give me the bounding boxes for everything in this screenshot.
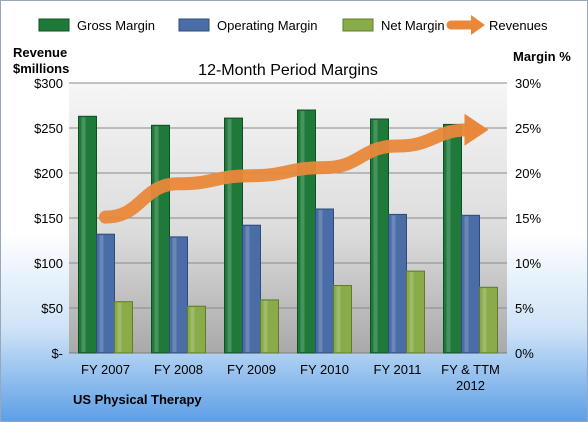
right-tick-label: 15% <box>515 211 541 226</box>
right-tick-label: 10% <box>515 256 541 271</box>
bar-highlight <box>391 215 396 352</box>
category-label: FY 2009 <box>227 362 276 377</box>
bar-highlight <box>464 216 469 352</box>
chart-subtitle: US Physical Therapy <box>73 392 202 407</box>
category-label: FY 2011 <box>374 362 422 377</box>
bar-highlight <box>263 300 268 352</box>
right-tick-label: 5% <box>515 301 534 316</box>
category-label: 2012 <box>456 378 485 393</box>
category-label: FY & TTM <box>441 362 500 377</box>
left-axis-title-line1: Revenue <box>13 45 67 60</box>
right-axis-title: Margin % <box>513 49 571 64</box>
bar-highlight <box>117 302 122 352</box>
operating-margin-bar <box>242 224 261 354</box>
net-margin-bar <box>260 299 279 354</box>
bar-highlight <box>190 307 195 352</box>
operating-margin-bar <box>388 213 407 354</box>
category-label: FY 2007 <box>81 362 130 377</box>
bar-highlight <box>99 235 104 352</box>
category-label: FY 2010 <box>300 362 349 377</box>
legend-label: Operating Margin <box>217 18 317 33</box>
bar-highlight <box>409 272 414 352</box>
gross-margin-bar <box>297 109 316 354</box>
right-tick-label: 25% <box>515 121 541 136</box>
legend-swatch <box>178 18 210 32</box>
legend-arrow-swatch <box>471 15 485 35</box>
bar-highlight <box>300 111 305 352</box>
category-label: FY 2008 <box>154 362 203 377</box>
legend-label: Net Margin <box>381 18 445 33</box>
revenues-arrowhead <box>464 113 489 146</box>
gross-margin-bar <box>151 124 170 354</box>
gross-margin-bar <box>224 117 243 354</box>
net-margin-bar <box>479 286 498 354</box>
net-margin-bar <box>187 305 206 354</box>
left-tick-label: $100 <box>34 256 63 271</box>
revenues-line <box>99 123 477 224</box>
right-tick-label: 0% <box>515 346 534 361</box>
bar-highlight <box>227 119 232 352</box>
bar-highlight <box>336 286 341 352</box>
left-tick-label: $300 <box>34 76 63 91</box>
left-tick-label: $- <box>51 346 63 361</box>
bar-highlight <box>482 288 487 352</box>
net-margin-bar <box>333 285 352 354</box>
operating-margin-bar <box>315 208 334 354</box>
legend-swatch <box>38 18 70 32</box>
gross-margin-bar <box>443 123 462 354</box>
bar-highlight <box>245 226 250 352</box>
right-tick-label: 20% <box>515 166 541 181</box>
operating-margin-bar <box>96 233 115 354</box>
bar-highlight <box>373 120 378 352</box>
net-margin-bar <box>114 301 133 354</box>
left-tick-label: $150 <box>34 211 63 226</box>
operating-margin-bar <box>169 236 188 354</box>
bar-highlight <box>154 126 159 352</box>
bar-highlight <box>81 117 86 352</box>
right-tick-label: 30% <box>515 76 541 91</box>
legend-label: Revenues <box>489 18 548 33</box>
operating-margin-bar <box>461 214 480 354</box>
gross-margin-bar <box>78 115 97 354</box>
left-axis-title-line2: $millions <box>13 61 69 76</box>
bar-highlight <box>446 125 451 353</box>
net-margin-bar <box>406 270 425 354</box>
left-tick-label: $50 <box>41 301 63 316</box>
legend-swatch <box>342 18 374 32</box>
left-tick-label: $200 <box>34 166 63 181</box>
left-tick-label: $250 <box>34 121 63 136</box>
bar-highlight <box>172 237 177 352</box>
legend-label: Gross Margin <box>77 18 155 33</box>
bar-highlight <box>318 210 323 352</box>
chart-title: 12-Month Period Margins <box>198 62 378 79</box>
